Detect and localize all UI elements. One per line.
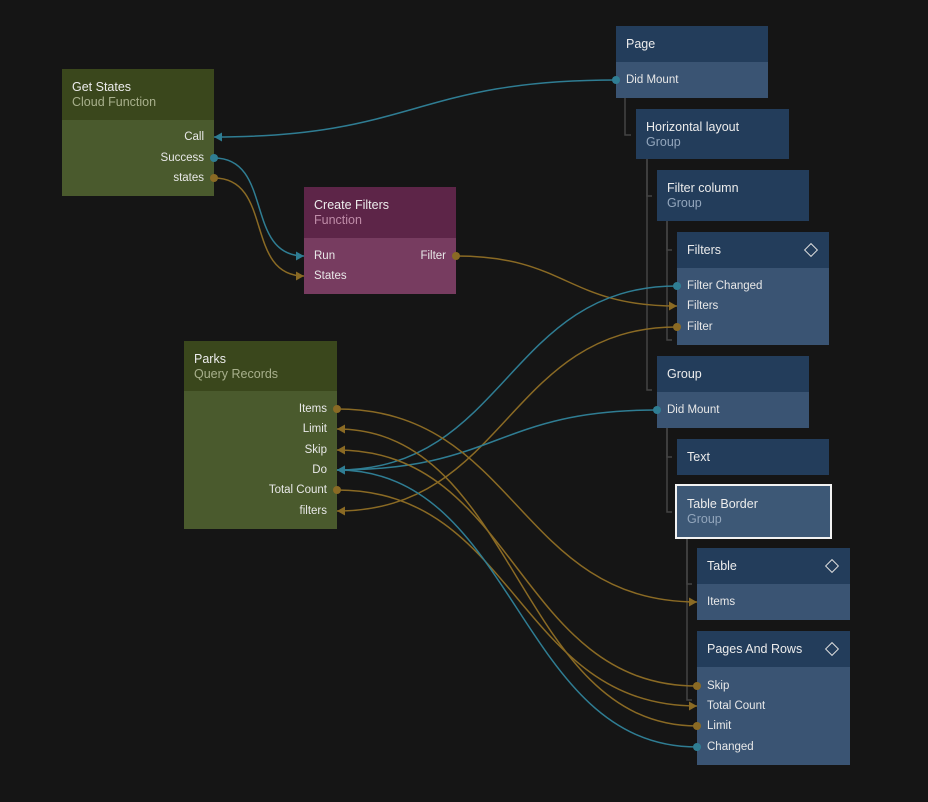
node-ports: Filter Changed Filters Filter (677, 268, 829, 345)
node-create-filters[interactable]: Create Filters Function Run States Filter (304, 187, 456, 294)
node-ports: Run States Filter (304, 238, 456, 294)
port-filter[interactable]: Filter (420, 250, 446, 262)
node-parks[interactable]: Parks Query Records Items Limit Skip Do Total … (184, 341, 337, 529)
node-ports: Call Success states (62, 120, 214, 196)
port-filter-changed[interactable]: Filter Changed (687, 280, 763, 292)
node-header[interactable]: Table Border Group (677, 486, 830, 537)
node-header[interactable]: Page (616, 26, 768, 62)
node-title: Pages And Rows (707, 642, 803, 656)
node-ports: Did Mount (657, 392, 809, 428)
port-states[interactable]: states (173, 172, 204, 184)
hierarchy-line (686, 537, 692, 585)
node-filter-column[interactable]: Filter column Group (657, 170, 809, 221)
node-title: Group (667, 367, 702, 381)
port-skip[interactable]: Skip (304, 444, 327, 456)
port-limit[interactable]: Limit (302, 423, 327, 435)
node-filters[interactable]: Filters Filter Changed Filters Filter (677, 232, 829, 345)
hierarchy-line (666, 428, 672, 458)
port-filter[interactable]: Filter (687, 321, 713, 333)
node-header[interactable]: Filters (677, 232, 829, 268)
port-states[interactable]: States (314, 270, 347, 282)
hierarchy-line (666, 221, 672, 251)
hierarchy-line (646, 159, 652, 197)
port-did-mount[interactable]: Did Mount (667, 404, 720, 416)
node-subtitle: Group (646, 134, 681, 149)
node-title: Page (626, 37, 656, 51)
node-title: Table Border (687, 497, 758, 511)
node-subtitle: Group (667, 196, 702, 210)
hierarchy-line (624, 98, 631, 136)
port-limit[interactable]: Limit (707, 720, 732, 732)
node-title: Table (707, 559, 737, 573)
port-did-mount[interactable]: Did Mount (626, 74, 679, 86)
node-subtitle: Query Records (194, 366, 279, 381)
node-subtitle: Function (314, 213, 362, 227)
node-table-border[interactable]: Table Border Group (675, 484, 832, 539)
node-title: Parks (194, 351, 226, 366)
node-group[interactable]: Group Did Mount (657, 356, 809, 428)
port-call[interactable]: Call (184, 131, 204, 143)
port-run[interactable]: Run (314, 250, 336, 262)
node-header[interactable]: Text (677, 439, 829, 475)
node-title: Filters (687, 243, 722, 257)
node-ports: Skip Total Count Limit Changed (697, 667, 850, 765)
node-header[interactable]: Pages And Rows (697, 631, 850, 667)
node-header[interactable]: Table (697, 548, 850, 584)
node-title: Create Filters (314, 198, 390, 212)
port-do[interactable]: Do (312, 464, 327, 476)
node-title: Filter column (667, 181, 739, 195)
port-total-count[interactable]: Total Count (707, 700, 766, 712)
port-total-count[interactable]: Total Count (268, 484, 327, 496)
port-success[interactable]: Success (160, 152, 204, 164)
node-get-states[interactable]: Get States Cloud Function Call Success state… (62, 69, 214, 196)
port-items[interactable]: Items (298, 403, 327, 415)
node-ports: Items Limit Skip Do Total Count filters (184, 391, 337, 529)
node-subtitle: Group (687, 512, 722, 526)
port-items[interactable]: Items (707, 596, 736, 608)
node-horizontal-layout[interactable]: Horizontal layout Group (636, 109, 789, 159)
node-page[interactable]: Page Did Mount (616, 26, 768, 98)
node-title: Text (687, 450, 710, 464)
node-pages-and-rows[interactable]: Pages And Rows Skip Total Count Limit Change… (697, 631, 850, 765)
port-skip[interactable]: Skip (707, 680, 730, 692)
node-ports: Did Mount (616, 62, 768, 98)
node-header[interactable]: Group (657, 356, 809, 392)
node-table[interactable]: Table Items (697, 548, 850, 620)
port-changed[interactable]: Changed (707, 741, 754, 753)
node-subtitle: Cloud Function (72, 95, 157, 109)
node-header[interactable]: Get States Cloud Function (62, 69, 214, 120)
node-header[interactable]: Filter column Group (657, 170, 809, 221)
node-title: Get States (72, 80, 132, 94)
node-header[interactable]: Parks Query Records (184, 341, 337, 391)
port-filters[interactable]: filters (299, 505, 327, 517)
node-header[interactable]: Create Filters Function (304, 187, 456, 238)
node-text[interactable]: Text (677, 439, 829, 475)
port-filters[interactable]: Filters (687, 300, 719, 312)
node-header[interactable]: Horizontal layout Group (636, 109, 789, 159)
node-ports: Items (697, 584, 850, 620)
node-title: Horizontal layout (646, 119, 740, 134)
